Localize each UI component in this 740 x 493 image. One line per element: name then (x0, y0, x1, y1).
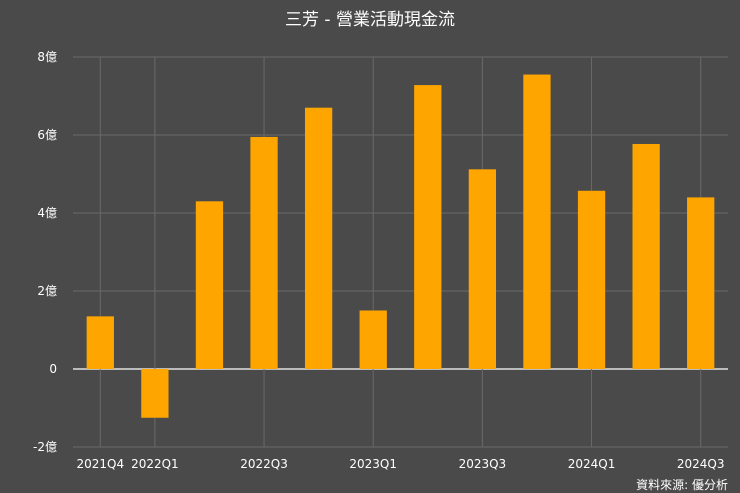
x-tick-label: 2021Q4 (76, 457, 124, 471)
bar-2023Q4 (523, 74, 551, 370)
y-tick-label: 8億 (37, 50, 57, 64)
grid-lines (73, 56, 728, 448)
bar-series (86, 74, 715, 418)
axes: -2億 0 2億 4億 6億 8億 2021Q4 2022Q1 2022Q3 2023Q1 2023… (33, 50, 724, 471)
x-tick-label: 2024Q3 (677, 457, 725, 471)
x-tick-label: 2022Q1 (131, 457, 179, 471)
bar-2024Q3 (687, 197, 715, 369)
x-tick-label: 2022Q3 (240, 457, 288, 471)
y-tick-label: 2億 (37, 284, 57, 298)
bar-2022Q2 (195, 201, 224, 369)
source-label: 資料來源: 優分析 (636, 478, 728, 492)
x-tick-label: 2023Q3 (459, 457, 507, 471)
y-tick-label: 4億 (37, 206, 57, 220)
bar-2023Q3 (468, 169, 497, 369)
bar-2021Q4 (86, 316, 114, 369)
bar-2023Q2 (414, 85, 442, 369)
bar-2024Q1 (577, 190, 606, 369)
bar-2023Q1 (359, 310, 387, 369)
chart-title: 三芳 - 營業活動現金流 (285, 10, 455, 30)
y-tick-label: 0 (49, 362, 57, 376)
x-tick-label: 2023Q1 (349, 457, 397, 471)
x-tick-label: 2024Q1 (568, 457, 616, 471)
bar-2022Q3 (250, 136, 278, 369)
bar-2022Q1 (141, 369, 169, 418)
bar-2022Q4 (304, 107, 333, 369)
y-tick-label: 6億 (37, 128, 57, 142)
bar-2024Q2 (632, 143, 660, 369)
y-tick-label: -2億 (33, 440, 57, 454)
